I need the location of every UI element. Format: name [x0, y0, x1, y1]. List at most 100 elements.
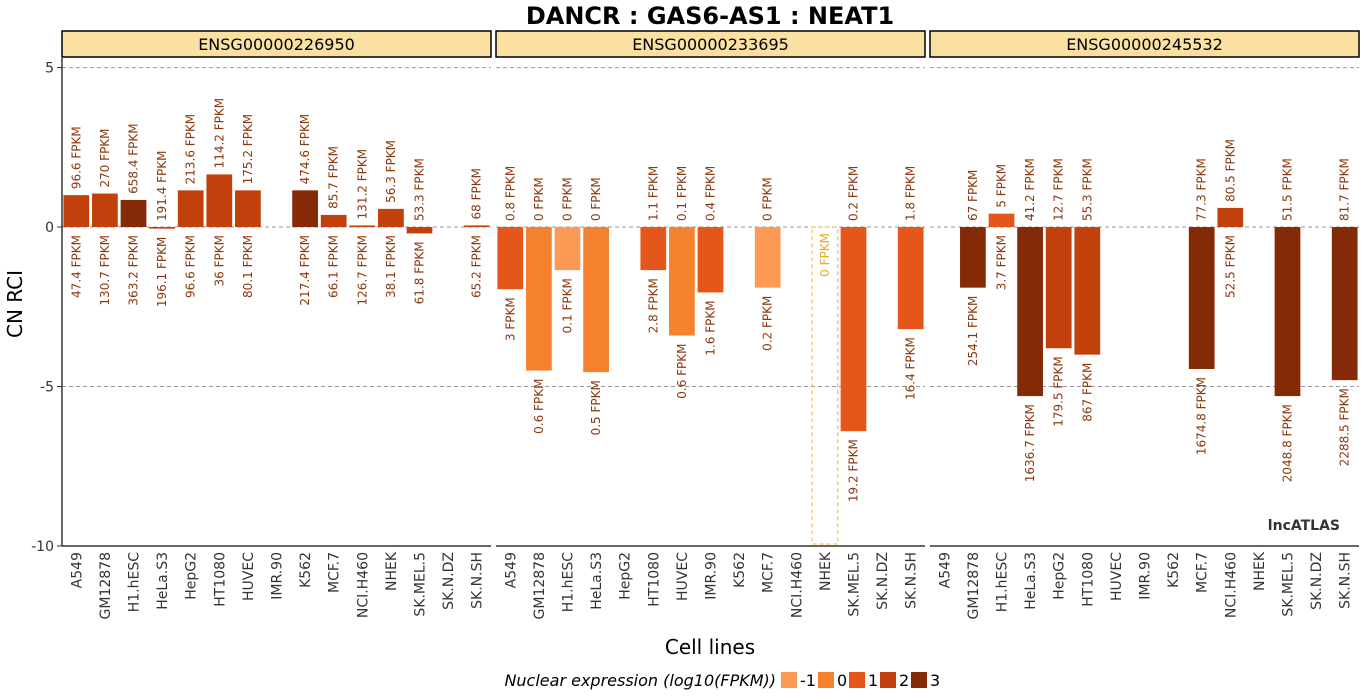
panel: ENSG00000226950 96.6 FPKM 47.4 FPKM A549 270… [61, 30, 492, 619]
nuclear-fpkm-label: 55.3 FPKM [1080, 158, 1094, 221]
bar [697, 227, 724, 293]
cytoplasm-fpkm-label: 3.7 FPKM [995, 235, 1009, 290]
cytoplasm-fpkm-label: 196.1 FPKM [155, 237, 169, 308]
bar [378, 208, 404, 228]
x-tick-label: HeLa.S3 [1023, 552, 1039, 610]
facet-strip-label: ENSG00000226950 [198, 35, 355, 54]
nuclear-fpkm-label: 0.1 FPKM [675, 166, 689, 221]
cytoplasm-fpkm-label: 1.6 FPKM [704, 300, 718, 355]
x-tick-label: MCF.7 [761, 552, 777, 593]
x-tick-label: GM12878 [532, 552, 548, 619]
bar [640, 227, 667, 271]
cytoplasm-fpkm-label: 130.7 FPKM [98, 235, 112, 306]
cytoplasm-fpkm-label: 16.4 FPKM [904, 337, 918, 400]
legend-label: 2 [899, 671, 909, 690]
cytoplasm-fpkm-label: 2288.5 FPKM [1338, 388, 1352, 466]
bar [754, 227, 781, 288]
cytoplasm-fpkm-label: 217.4 FPKM [298, 235, 312, 306]
cytoplasm-fpkm-label: 61.8 FPKM [413, 241, 427, 304]
x-tick-label: A549 [69, 552, 85, 588]
x-tick-label: SK.N.SH [470, 552, 486, 609]
y-tick-label: 0 [45, 220, 54, 236]
bar [177, 190, 204, 228]
facet-strip [495, 30, 926, 58]
panel: ENSG00000233695 0.8 FPKM 3 FPKM A549 0 FPKM 0… [495, 30, 926, 619]
x-tick-label: HepG2 [184, 552, 200, 600]
bar [669, 227, 695, 336]
cytoplasm-fpkm-label: 80.1 FPKM [241, 235, 255, 298]
nuclear-fpkm-label: 77.3 FPKM [1195, 158, 1209, 221]
nuclear-fpkm-label: 12.7 FPKM [1052, 158, 1066, 221]
x-tick-label: HepG2 [618, 552, 634, 600]
x-tick-label: A549 [937, 552, 953, 588]
cytoplasm-fpkm-label: 0.5 FPKM [589, 380, 603, 435]
legend-swatch [880, 672, 896, 688]
x-tick-label: SK.N.SH [1338, 552, 1354, 609]
bar [92, 193, 118, 228]
x-tick-label: H1.hESC [127, 552, 143, 612]
nuclear-fpkm-label: 51.5 FPKM [1281, 158, 1295, 221]
x-tick-label: SK.MEL.5 [1281, 552, 1297, 617]
y-tick-label: -10 [31, 539, 54, 555]
nuclear-fpkm-label: 0.8 FPKM [503, 166, 517, 221]
bar [1045, 227, 1072, 349]
x-tick-label: K562 [298, 552, 314, 588]
nuclear-fpkm-label: 658.4 FPKM [127, 123, 141, 194]
x-tick-label: SK.MEL.5 [847, 552, 863, 617]
x-tick-label: NCI.H460 [355, 552, 371, 618]
x-tick-label: HeLa.S3 [155, 552, 171, 610]
bar [1217, 207, 1244, 228]
nuclear-fpkm-label: 131.2 FPKM [355, 149, 369, 220]
cytoplasm-fpkm-label: 3 FPKM [503, 297, 517, 341]
cytoplasm-fpkm-label: 96.6 FPKM [184, 235, 198, 298]
legend-label: 3 [930, 671, 940, 690]
bar [988, 213, 1015, 228]
x-tick-label: SK.N.DZ [1309, 552, 1325, 610]
x-tick-label: HUVEC [241, 552, 257, 601]
cytoplasm-fpkm-label: 19.2 FPKM [847, 439, 861, 502]
panels: ENSG00000226950 96.6 FPKM 47.4 FPKM A549 270… [61, 30, 1360, 619]
cytoplasm-fpkm-label: 254.1 FPKM [966, 296, 980, 367]
x-tick-label: SK.N.DZ [875, 552, 891, 610]
legend-swatch [911, 672, 927, 688]
cytoplasm-fpkm-label: 38.1 FPKM [384, 235, 398, 298]
nuclear-fpkm-label: 85.7 FPKM [327, 146, 341, 209]
y-axis: 5 0 -5 -10 [31, 58, 63, 555]
x-tick-label: MCF.7 [1195, 552, 1211, 593]
bar [349, 225, 376, 228]
x-tick-label: SK.MEL.5 [413, 552, 429, 617]
x-tick-label: HT1080 [212, 552, 228, 607]
bar [406, 227, 433, 234]
nuclear-fpkm-label: 0 FPKM [532, 177, 546, 221]
nuclear-fpkm-label: 41.2 FPKM [1023, 158, 1037, 221]
y-tick-label: 5 [45, 61, 54, 77]
x-tick-label: IMR.90 [1138, 552, 1154, 600]
bar [526, 227, 552, 371]
nuclear-fpkm-label: 0 FPKM [561, 177, 575, 221]
legend-swatch [781, 672, 797, 688]
cytoplasm-fpkm-label: 0.6 FPKM [532, 379, 546, 434]
facet-strip [929, 30, 1360, 58]
x-tick-label: A549 [503, 552, 519, 588]
bar [235, 190, 261, 228]
bar [1074, 227, 1101, 355]
x-tick-label: HUVEC [675, 552, 691, 601]
x-tick-label: K562 [1166, 552, 1182, 588]
nuclear-fpkm-label: 5 FPKM [995, 164, 1009, 208]
bar [583, 227, 609, 373]
cytoplasm-fpkm-label: 52.5 FPKM [1223, 235, 1237, 298]
nuclear-fpkm-label: 0 FPKM [589, 177, 603, 221]
bar [320, 214, 347, 228]
cytoplasm-fpkm-label: 66.1 FPKM [327, 235, 341, 298]
bar [63, 195, 90, 228]
cytoplasm-fpkm-label: 0.6 FPKM [675, 343, 689, 398]
nuclear-fpkm-label: 80.5 FPKM [1223, 139, 1237, 202]
cytoplasm-fpkm-label: 0 FPKM [818, 233, 832, 277]
chart-title: DANCR : GAS6-AS1 : NEAT1 [526, 2, 894, 30]
nuclear-fpkm-label: 175.2 FPKM [241, 114, 255, 185]
cytoplasm-fpkm-label: 47.4 FPKM [69, 235, 83, 298]
cytoplasm-fpkm-label: 867 FPKM [1080, 363, 1094, 422]
legend-label: -1 [800, 671, 816, 690]
nuclear-fpkm-label: 81.7 FPKM [1338, 158, 1352, 221]
bar [1188, 227, 1215, 369]
